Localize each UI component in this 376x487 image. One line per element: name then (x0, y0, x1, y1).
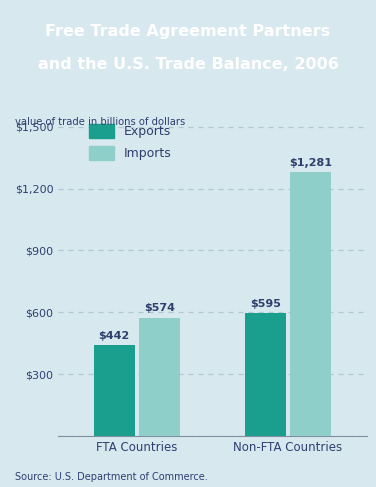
Text: $595: $595 (250, 299, 281, 309)
Text: value of trade in billions of dollars: value of trade in billions of dollars (15, 117, 185, 127)
Text: and the U.S. Trade Balance, 2006: and the U.S. Trade Balance, 2006 (38, 57, 338, 73)
Text: $574: $574 (144, 303, 175, 314)
Bar (94, 345, 135, 436)
Text: Free Trade Agreement Partners: Free Trade Agreement Partners (45, 24, 331, 39)
Legend: Exports, Imports: Exports, Imports (89, 124, 172, 160)
Text: Source: U.S. Department of Commerce.: Source: U.S. Department of Commerce. (15, 472, 208, 482)
Text: $1,281: $1,281 (289, 158, 332, 168)
Text: $442: $442 (99, 331, 130, 341)
Bar (290, 172, 331, 436)
Bar (245, 313, 286, 436)
Bar (139, 318, 180, 436)
